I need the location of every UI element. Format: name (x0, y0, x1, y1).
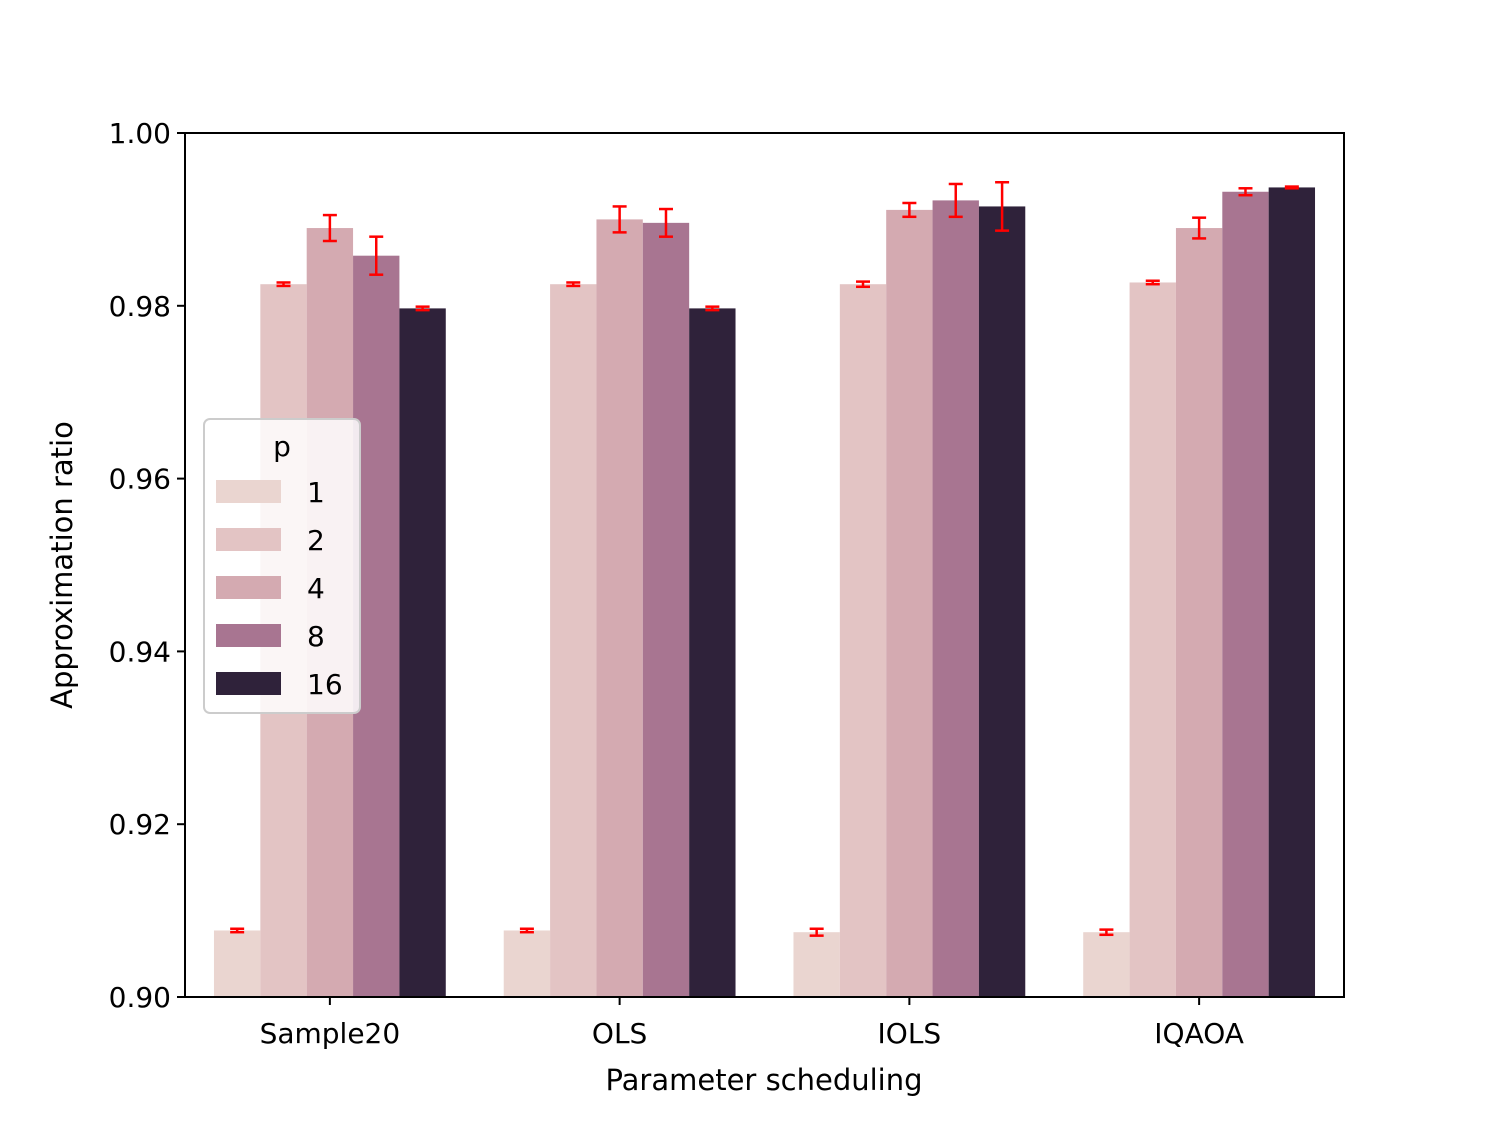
error-bar-sample20-p2 (276, 281, 291, 288)
x-axis-label: Parameter scheduling (605, 1063, 922, 1097)
bar-iols-p2 (839, 284, 887, 997)
y-tick-label: 0.96 (109, 463, 171, 496)
error-bar-sample20-p16 (415, 305, 430, 312)
legend-swatch-p1 (216, 480, 281, 503)
bar-ols-p16 (689, 308, 736, 998)
legend-label-p8: 8 (307, 620, 325, 653)
bar-iqaoa-p8 (1222, 191, 1269, 997)
error-bar-iqaoa-p1 (1099, 928, 1114, 937)
bar-ols-p8 (642, 222, 690, 997)
bar-iqaoa-p2 (1129, 282, 1176, 997)
error-bar-iols-p16 (995, 180, 1010, 232)
error-bar-iqaoa-p2 (1145, 279, 1160, 286)
legend: p 1 2 4 8 16 (203, 418, 361, 714)
legend-label-p2: 2 (307, 524, 325, 557)
bar-iqaoa-p4 (1175, 228, 1223, 998)
y-tick-label: 0.94 (109, 635, 171, 668)
legend-swatch-p8 (216, 624, 281, 647)
legend-title: p (273, 430, 291, 463)
x-axis: Sample20 OLS IOLS IQAOA (260, 997, 1244, 1050)
error-bar-sample20-p1 (230, 927, 245, 934)
bar-iols-p4 (886, 209, 933, 997)
legend-swatch-p2 (216, 528, 281, 551)
x-tick-label: IOLS (878, 1017, 942, 1050)
y-tick-label: 0.90 (109, 981, 171, 1014)
bar-iqaoa-p16 (1268, 187, 1316, 997)
bar-ols-p2 (550, 284, 597, 997)
error-bar-sample20-p8 (369, 235, 384, 276)
x-tick-label: IQAOA (1154, 1017, 1244, 1050)
error-bar-ols-p16 (705, 305, 720, 312)
bars-layer (213, 187, 1316, 998)
error-bar-iqaoa-p16 (1284, 185, 1299, 190)
error-bar-ols-p1 (519, 927, 534, 934)
bar-iqaoa-p1 (1083, 932, 1130, 997)
error-bar-sample20-p4 (322, 213, 337, 243)
x-tick-label: OLS (592, 1017, 647, 1050)
error-bar-ols-p2 (566, 281, 581, 288)
error-bar-iols-p8 (948, 182, 963, 219)
legend-label-p4: 4 (307, 572, 325, 605)
bar-iols-p1 (793, 932, 840, 997)
y-tick-label: 0.98 (109, 290, 171, 323)
bar-sample20-p16 (399, 308, 446, 998)
error-bar-iqaoa-p8 (1238, 187, 1253, 197)
plot-frame (184, 132, 1345, 998)
y-axis: 0.90 0.92 0.94 0.96 0.98 1.00 (109, 117, 185, 1014)
error-bar-ols-p8 (658, 207, 673, 238)
legend-label-p1: 1 (307, 476, 325, 509)
legend-swatch-p4 (216, 576, 281, 599)
bar-ols-p1 (503, 930, 551, 997)
error-bar-iqaoa-p4 (1192, 216, 1207, 240)
bar-sample20-p1 (213, 930, 261, 997)
legend-swatch-p16 (216, 672, 281, 695)
y-tick-label: 0.92 (109, 808, 171, 841)
bar-iols-p8 (932, 200, 979, 998)
y-tick-label: 1.00 (109, 117, 171, 150)
bar-ols-p4 (596, 219, 643, 997)
error-bar-iols-p2 (856, 280, 871, 289)
error-bars-layer (230, 180, 1299, 937)
y-axis-label: Approximation ratio (45, 421, 79, 709)
bar-iols-p16 (978, 206, 1026, 997)
error-bar-iols-p1 (809, 927, 824, 937)
error-bar-ols-p4 (612, 205, 627, 234)
legend-label-p16: 16 (307, 668, 343, 701)
error-bar-iols-p4 (902, 201, 917, 219)
x-tick-label: Sample20 (260, 1017, 401, 1050)
